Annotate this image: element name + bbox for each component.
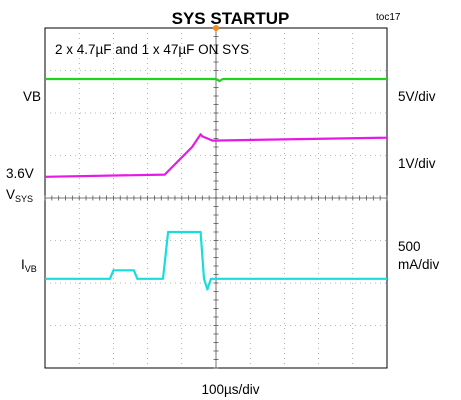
- trigger-marker: [213, 25, 219, 31]
- grid: [44, 27, 388, 369]
- vsys-level-label: 3.6V: [6, 166, 34, 181]
- chart-title: SYS STARTUP: [171, 9, 290, 28]
- vb-trace: [45, 77, 387, 83]
- traces: [44, 77, 388, 291]
- vb-scale: 5V/div: [398, 89, 436, 104]
- ivb-label: IVB: [21, 257, 37, 274]
- ivb-trace: [45, 230, 387, 291]
- capacitor-note: 2 x 4.7µF and 1 x 47µF ON SYS: [55, 42, 250, 57]
- vsys-scale: 1V/div: [398, 156, 436, 171]
- vb-label: VB: [23, 89, 42, 104]
- figure-tag: toc17: [376, 12, 401, 23]
- ivb-scale-unit: mA/div: [398, 257, 440, 272]
- vsys-label: VSYS: [6, 187, 34, 204]
- time-scale: 100µs/div: [201, 382, 260, 397]
- vsys-trace: [44, 133, 388, 178]
- ivb-scale-value: 500: [398, 239, 421, 254]
